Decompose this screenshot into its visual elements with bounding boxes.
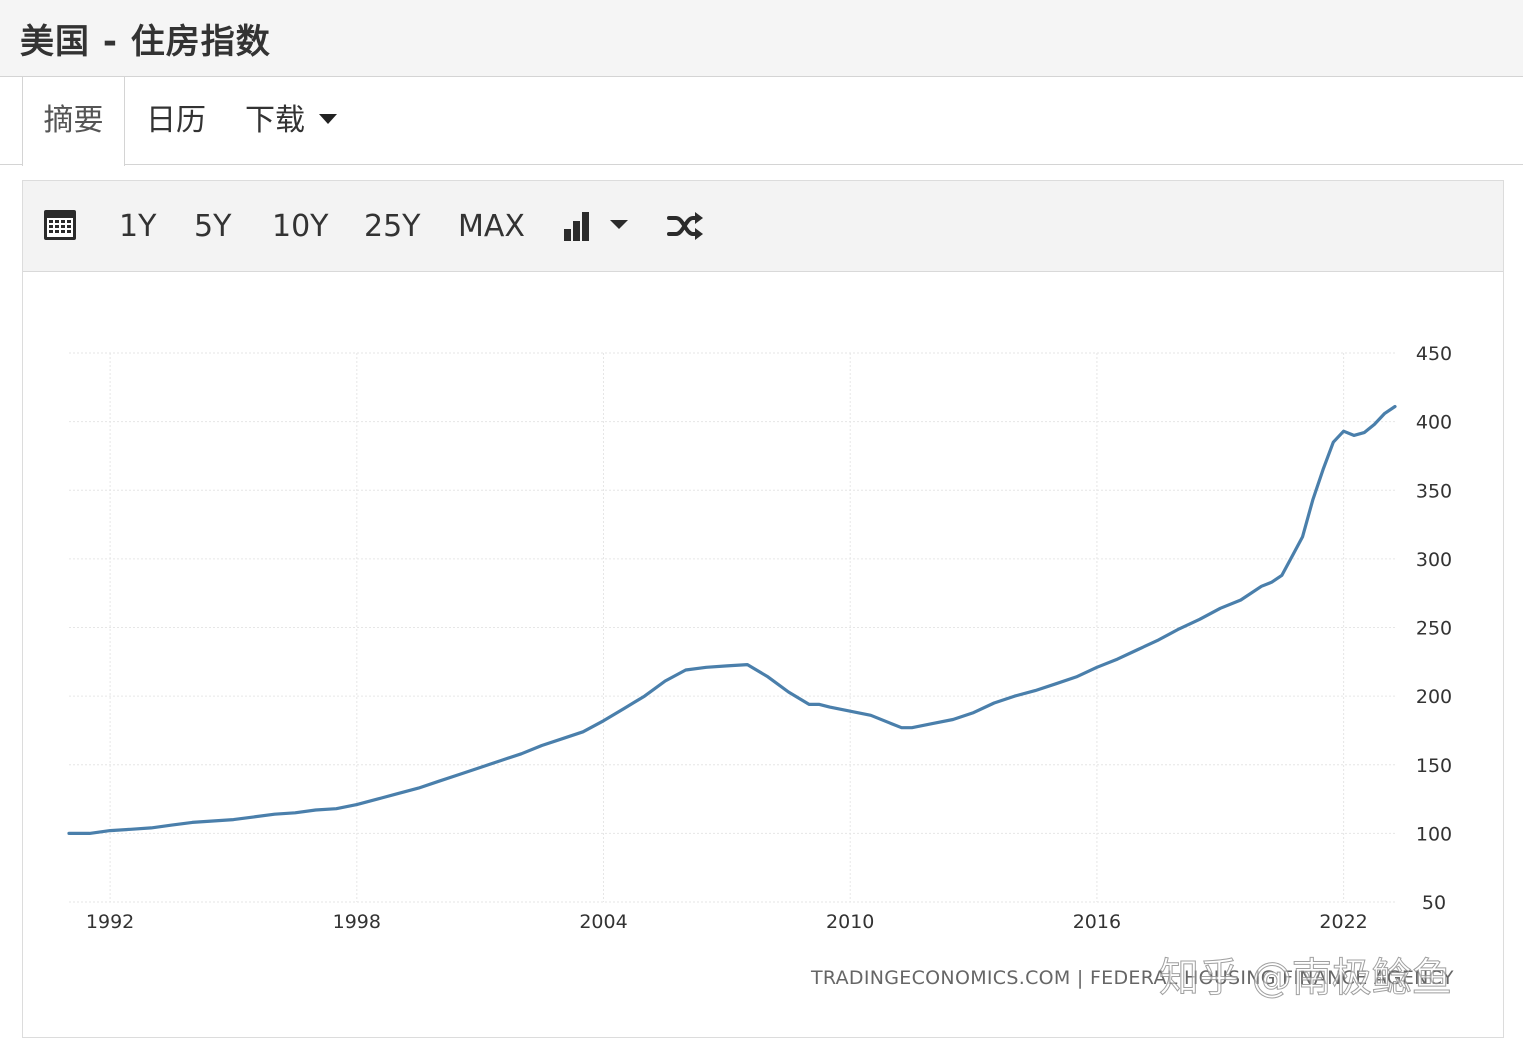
chevron-down-icon <box>319 113 337 124</box>
y-tick-label: 400 <box>1416 412 1452 434</box>
range-5y-button[interactable]: 5Y <box>194 209 232 244</box>
y-tick-label: 300 <box>1416 549 1452 571</box>
x-tick-label: 1998 <box>333 911 381 933</box>
y-tick-label: 250 <box>1416 618 1452 640</box>
x-tick-label: 2016 <box>1073 911 1121 933</box>
tab-download-label: 下载 <box>245 103 305 138</box>
tab-calendar[interactable]: 日历 <box>146 103 206 138</box>
range-10y-button[interactable]: 10Y <box>272 209 329 244</box>
range-max-button[interactable]: MAX <box>458 209 525 244</box>
chart-panel: 1Y 5Y 10Y 25Y MAX <box>22 180 1504 1038</box>
range-25y-button[interactable]: 25Y <box>364 209 421 244</box>
y-tick-label: 200 <box>1416 686 1452 708</box>
tab-bar: 摘要 日历 下载 <box>0 77 1523 166</box>
x-tick-label: 2022 <box>1319 911 1367 933</box>
chart-toolbar: 1Y 5Y 10Y 25Y MAX <box>23 181 1503 272</box>
calendar-icon[interactable] <box>43 207 77 251</box>
source-credit: TRADINGECONOMICS.COM | FEDERAL HOUSING F… <box>810 967 1454 989</box>
chart-type-dropdown[interactable] <box>563 209 633 253</box>
tab-summary[interactable]: 摘要 <box>22 77 125 166</box>
y-tick-label: 450 <box>1416 343 1452 365</box>
y-tick-label: 150 <box>1416 755 1452 777</box>
x-tick-label: 2010 <box>826 911 874 933</box>
series-line <box>67 404 1397 835</box>
bar-chart-icon <box>564 212 589 241</box>
range-1y-button[interactable]: 1Y <box>119 209 157 244</box>
x-tick-label: 2004 <box>579 911 627 933</box>
y-tick-label: 100 <box>1416 823 1452 845</box>
watermark: 知乎 @南极鲶鱼 <box>1159 955 1452 1001</box>
x-tick-label: 1992 <box>86 911 134 933</box>
tab-download[interactable]: 下载 <box>245 77 337 165</box>
line-chart: 50 100 150 200 250 300 350 400 450 1992 1998 2004 20… <box>67 343 1454 1002</box>
shuffle-icon[interactable] <box>666 209 704 253</box>
y-tick-label: 50 <box>1422 892 1446 914</box>
y-tick-label: 350 <box>1416 480 1452 502</box>
title-bar: 美国 - 住房指数 <box>0 0 1523 77</box>
page-title: 美国 - 住房指数 <box>20 22 271 62</box>
